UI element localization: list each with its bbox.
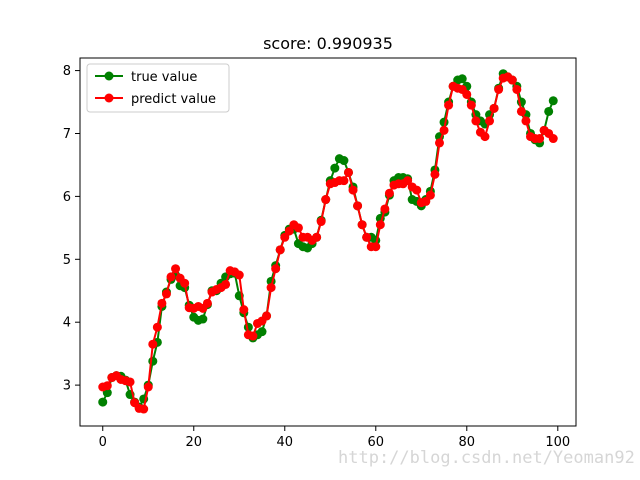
data-point-predict [234,270,244,280]
data-point-true [544,106,554,116]
y-tick-label: 8 [63,64,71,79]
data-point-true [339,156,349,166]
watermark-text: http://blog.csdn.net/Yeoman92 [338,448,635,468]
data-point-predict [266,283,276,293]
data-point-predict [434,138,444,148]
legend: true value predict value [86,63,230,113]
data-point-predict [471,116,481,126]
y-tick-label: 3 [63,379,71,394]
data-point-predict [485,116,495,126]
data-point-predict [157,298,167,308]
legend-marker-predict [104,93,114,103]
data-point-predict [271,264,281,274]
data-point-true [548,96,558,106]
data-point-true [148,356,158,366]
data-point-predict [284,226,294,236]
chart-title: score: 0.990935 [263,34,393,53]
data-point-predict [171,264,181,274]
data-point-predict [139,404,149,414]
data-point-predict [507,75,517,85]
data-point-predict [102,381,112,391]
data-point-predict [239,305,249,315]
data-point-predict [316,217,326,227]
data-point-predict [430,169,440,179]
y-tick-label: 6 [63,190,71,205]
data-point-predict [148,339,158,349]
data-point-predict [489,103,499,113]
data-point-predict [439,125,449,135]
legend-label-true: true value [131,70,197,85]
data-point-predict [421,196,431,206]
data-point-predict [180,278,190,288]
series-layer [98,69,558,414]
data-point-predict [412,185,422,195]
x-tick-label: 60 [368,435,385,450]
data-point-predict [293,223,303,233]
y-tick-label: 4 [63,316,71,331]
data-point-predict [521,116,531,126]
data-point-predict [221,279,231,289]
data-point-predict [357,220,367,230]
y-tick-label: 7 [63,127,71,142]
data-point-predict [375,220,385,230]
data-point-predict [343,167,353,177]
data-point-predict [248,331,258,341]
data-point-predict [425,190,435,200]
data-point-predict [262,311,272,321]
data-point-predict [403,176,413,186]
data-point-predict [166,272,176,282]
x-tick-label: 20 [185,435,202,450]
data-point-predict [202,298,212,308]
data-point-predict [280,232,290,242]
data-point-predict [466,100,476,110]
data-point-predict [516,106,526,116]
data-point-predict [535,134,545,144]
x-tick-label: 40 [276,435,293,450]
series-line-predict [102,75,554,411]
axis-layer: 0 20 40 60 80 100 3 4 5 6 7 8 [63,64,570,450]
data-point-predict [152,322,162,332]
data-point-predict [444,100,454,110]
data-point-predict [371,242,381,252]
legend-label-predict: predict value [131,92,216,107]
data-point-predict [462,89,472,99]
data-point-true [198,314,208,324]
data-point-predict [348,185,358,195]
x-tick-label: 0 [99,435,107,450]
data-point-predict [275,245,285,255]
data-point-predict [480,132,490,142]
data-point-predict [143,382,153,392]
data-point-predict [339,176,349,186]
data-point-predict [380,204,390,214]
data-point-predict [494,84,504,94]
data-point-predict [384,188,394,198]
data-point-true [257,327,267,337]
data-point-predict [161,289,171,299]
data-point-predict [362,232,372,242]
data-point-predict [312,232,322,242]
data-point-predict [548,134,558,144]
x-tick-label: 80 [459,435,476,450]
data-point-true [457,74,467,84]
data-point-true [98,397,108,407]
data-point-predict [353,201,363,211]
data-point-predict [321,195,331,205]
x-tick-label: 100 [545,435,570,450]
y-tick-label: 5 [63,253,71,268]
data-point-predict [512,84,522,94]
data-point-true [330,163,340,173]
plot-area [80,58,576,426]
plot-frame [79,57,577,427]
data-point-predict [125,377,135,387]
legend-marker-true [104,71,114,81]
